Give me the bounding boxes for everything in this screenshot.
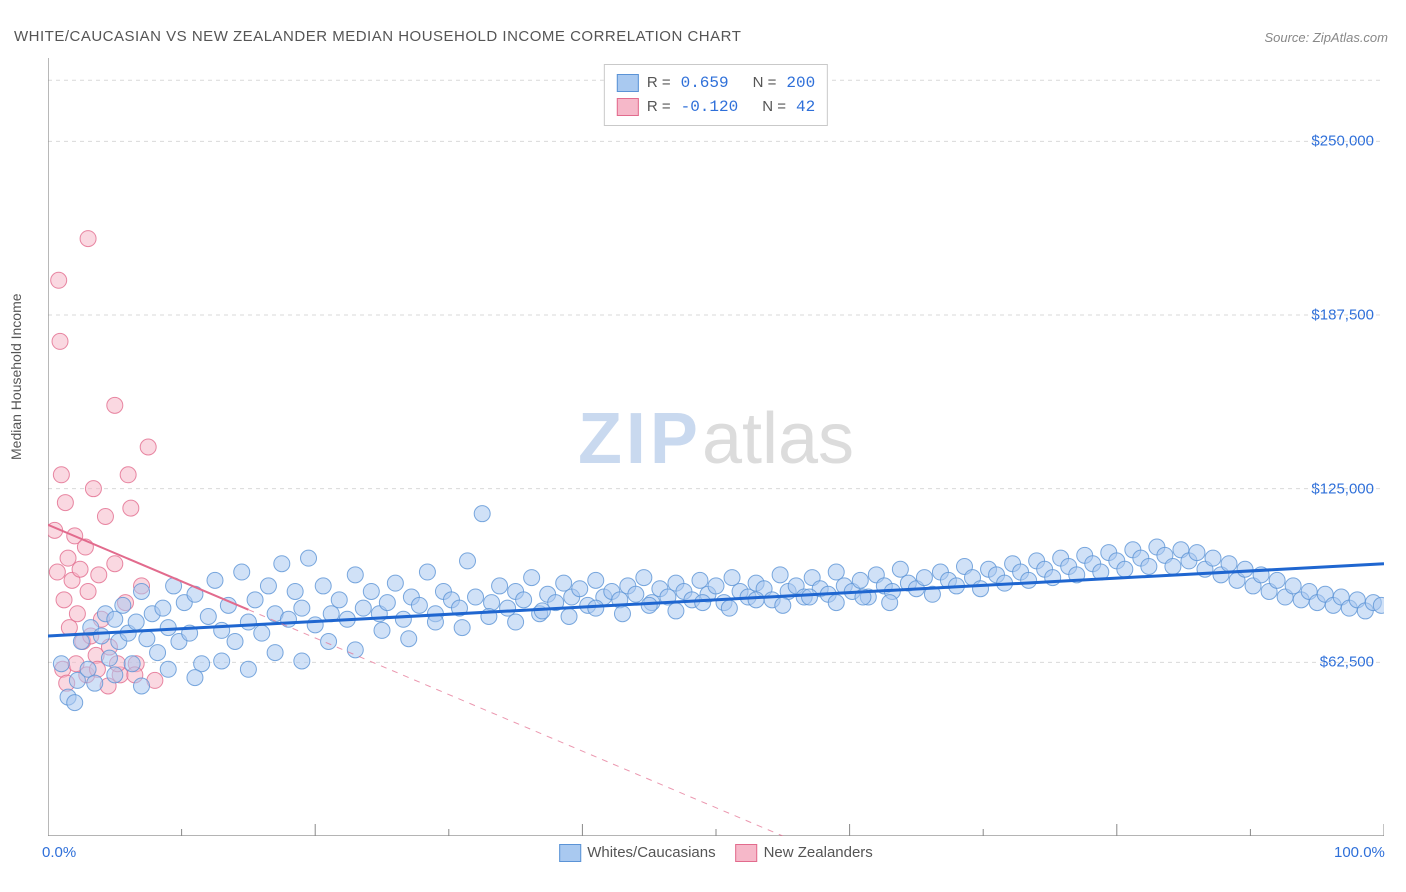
legend-series: Whites/Caucasians New Zealanders [559,844,873,862]
legend-series-swatch-1 [736,844,758,862]
legend-n-label-1: N = [762,95,786,119]
source-name: ZipAtlas.com [1313,30,1388,45]
chart-area: ZIPatlas R = 0.659 N = 200 R = -0.120 N … [48,58,1384,836]
legend-correlation: R = 0.659 N = 200 R = -0.120 N = 42 [604,64,828,126]
legend-series-item-1: New Zealanders [736,844,873,862]
source-attribution: Source: ZipAtlas.com [1264,30,1388,45]
legend-n-value-1: 42 [796,95,815,119]
source-prefix: Source: [1264,30,1312,45]
y-axis-label: Median Household Income [8,293,24,460]
legend-series-swatch-0 [559,844,581,862]
legend-row-0: R = 0.659 N = 200 [617,71,815,95]
legend-r-value-1: -0.120 [681,95,739,119]
legend-swatch-0 [617,74,639,92]
legend-n-label-0: N = [753,71,777,95]
legend-row-1: R = -0.120 N = 42 [617,95,815,119]
legend-r-label-1: R = [647,95,671,119]
legend-r-label-0: R = [647,71,671,95]
legend-n-value-0: 200 [786,71,815,95]
legend-r-value-0: 0.659 [681,71,729,95]
legend-series-label-1: New Zealanders [764,844,873,861]
page-container: WHITE/CAUCASIAN VS NEW ZEALANDER MEDIAN … [0,0,1406,892]
x-tick-label: 0.0% [42,844,76,861]
legend-series-item-0: Whites/Caucasians [559,844,715,862]
plot-svg [48,58,1384,836]
legend-swatch-1 [617,98,639,116]
x-tick-label: 100.0% [1334,844,1385,861]
chart-title: WHITE/CAUCASIAN VS NEW ZEALANDER MEDIAN … [14,28,741,45]
legend-series-label-0: Whites/Caucasians [587,844,715,861]
